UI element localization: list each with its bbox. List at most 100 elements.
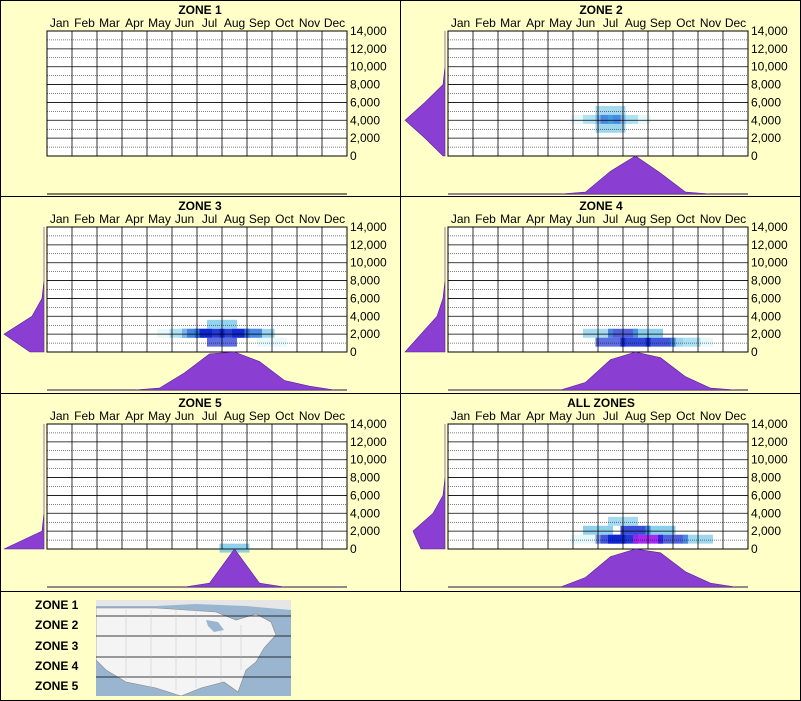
month-tick-label: Jul (603, 212, 618, 226)
chart-title: ALL ZONES (567, 396, 635, 410)
month-tick-label: Jun (175, 212, 194, 226)
month-distribution-curve (47, 351, 347, 391)
month-tick-label: Feb (475, 16, 496, 30)
month-tick-label: Mar (500, 16, 521, 30)
month-tick-label: Jul (202, 16, 217, 30)
zone-chart-panel: ZONE 4 Jan Feb Mar Apr May Jun Jul Aug Sep Oct Nov D… (404, 199, 788, 391)
month-tick-label: Jan (451, 212, 470, 226)
elevation-distribution-curve (404, 227, 446, 353)
month-tick-label: May (148, 212, 171, 226)
us-landmass (96, 607, 277, 696)
heatmap-cell (620, 337, 651, 347)
y-tick-label: 6,000 (751, 488, 781, 502)
month-tick-label: Dec (725, 409, 746, 423)
month-tick-label: Jun (576, 16, 595, 30)
y-tick-label: 6,000 (350, 95, 380, 109)
zone-legend-label: ZONE 5 (35, 679, 79, 693)
month-tick-label: Aug (625, 212, 646, 226)
month-tick-label: Feb (475, 212, 496, 226)
month-tick-label: Apr (125, 16, 144, 30)
month-tick-label: Sep (650, 212, 672, 226)
zone-chart-panel: ZONE 1 Jan Feb Mar Apr May Jun Jul Aug Sep Oct Nov D… (46, 3, 387, 195)
y-tick-label: 8,000 (751, 78, 781, 92)
y-tick-label: 0 (350, 542, 357, 556)
y-tick-label: 14,000 (751, 24, 788, 38)
month-tick-label: Dec (324, 16, 345, 30)
month-tick-label: Nov (700, 212, 721, 226)
zone-boundaries (96, 615, 291, 678)
y-tick-label: 2,000 (751, 131, 781, 145)
heatmap-cell (645, 525, 676, 535)
chart-title: ZONE 3 (178, 199, 222, 213)
y-tick-label: 8,000 (350, 78, 380, 92)
month-tick-label: Mar (500, 212, 521, 226)
zone-chart-panel: ALL ZONES Jan Feb Mar Apr May Jun Jul Aug Sep Oct N… (412, 396, 788, 588)
canada-landmass (96, 600, 291, 610)
month-tick-label: Nov (299, 212, 320, 226)
y-tick-label: 6,000 (751, 95, 781, 109)
heatmap-cell (595, 534, 626, 544)
y-tick-label: 0 (350, 345, 357, 359)
month-tick-label: Dec (725, 212, 746, 226)
month-tick-label: Feb (74, 16, 95, 30)
y-tick-label: 0 (751, 542, 758, 556)
month-tick-label: Mar (99, 16, 120, 30)
zone-legend: ZONE 1 ZONE 2 ZONE 3 ZONE 4 ZONE 5 (0, 591, 801, 701)
y-tick-label: 4,000 (350, 506, 380, 520)
month-tick-label: Aug (224, 409, 245, 423)
month-tick-label: Apr (125, 212, 144, 226)
heatmap-cell (670, 337, 701, 347)
chart-title: ZONE 2 (579, 3, 623, 17)
y-tick-label: 4,000 (751, 309, 781, 323)
state-lines (125, 610, 242, 690)
elevation-distribution-curve (3, 227, 45, 353)
month-tick-label: Sep (249, 212, 271, 226)
zone-legend-label: ZONE 2 (35, 618, 79, 632)
y-tick-label: 14,000 (350, 417, 387, 431)
y-tick-label: 2,000 (751, 327, 781, 341)
month-tick-label: Mar (99, 409, 120, 423)
elevation-distribution-curve (404, 31, 446, 157)
y-tick-label: 10,000 (350, 60, 387, 74)
y-tick-label: 12,000 (350, 238, 387, 252)
month-tick-label: Nov (700, 409, 721, 423)
month-tick-label: May (549, 212, 572, 226)
heatmap-cell (620, 114, 651, 124)
y-tick-label: 12,000 (751, 238, 788, 252)
y-tick-label: 10,000 (751, 256, 788, 270)
month-tick-label: Oct (676, 212, 695, 226)
month-tick-label: Jun (576, 409, 595, 423)
y-tick-label: 4,000 (751, 506, 781, 520)
heatmap-cell (219, 543, 250, 553)
elevation-distribution-curve (3, 424, 45, 550)
month-tick-label: May (549, 409, 572, 423)
heatmap-cell (645, 337, 676, 347)
month-distribution-curve (448, 351, 748, 391)
month-tick-label: Mar (99, 212, 120, 226)
month-tick-label: Jun (175, 16, 194, 30)
y-tick-label: 14,000 (350, 24, 387, 38)
y-tick-label: 8,000 (751, 471, 781, 485)
y-tick-label: 2,000 (350, 524, 380, 538)
month-tick-label: Jul (202, 212, 217, 226)
chart-title: ZONE 4 (579, 199, 623, 213)
month-tick-label: Nov (299, 16, 320, 30)
heatmap-cell (570, 534, 601, 544)
heatmap-cell (169, 328, 200, 338)
y-tick-label: 10,000 (751, 453, 788, 467)
month-tick-label: Nov (700, 16, 721, 30)
month-tick-label: Sep (249, 409, 271, 423)
month-tick-label: Mar (500, 409, 521, 423)
y-tick-label: 10,000 (350, 256, 387, 270)
month-tick-label: Apr (526, 16, 545, 30)
y-tick-label: 8,000 (350, 471, 380, 485)
us-zone-map (96, 600, 291, 696)
heatmap-cell (620, 525, 651, 535)
month-tick-label: Jan (50, 212, 69, 226)
zone-legend-label: ZONE 3 (35, 639, 79, 653)
month-tick-label: May (148, 16, 171, 30)
month-tick-label: Apr (526, 212, 545, 226)
y-tick-label: 12,000 (350, 42, 387, 56)
month-tick-label: Sep (650, 409, 672, 423)
y-tick-label: 6,000 (751, 291, 781, 305)
